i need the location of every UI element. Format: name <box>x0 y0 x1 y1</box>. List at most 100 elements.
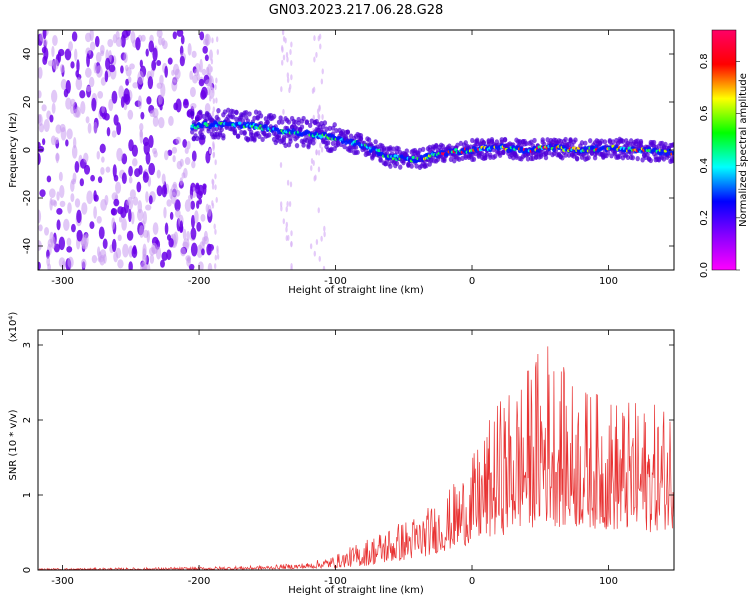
noise-speckle <box>194 68 199 77</box>
noise-speckle <box>180 35 185 45</box>
noise-speckle <box>146 262 151 270</box>
trace-halo <box>493 153 498 159</box>
colorbar-ticks: 0.0 0.2 0.4 0.6 0.8 <box>699 53 740 278</box>
band-speckle <box>211 110 215 117</box>
colorbar-label: Normalized spectral amplitude <box>738 73 749 227</box>
noise-speckle <box>73 108 80 118</box>
band-speckle <box>309 243 313 250</box>
band-speckle <box>282 218 285 225</box>
trace-halo <box>322 120 328 126</box>
noise-speckle <box>190 227 197 240</box>
noise-speckle <box>132 82 139 89</box>
noise-speckle <box>120 65 124 74</box>
trace-halo <box>486 139 491 145</box>
band-speckle <box>320 235 323 242</box>
band-speckle <box>287 234 290 241</box>
trace-halo <box>266 132 272 138</box>
noise-speckle <box>101 105 105 114</box>
trace-halo <box>190 129 195 135</box>
noise-speckle <box>108 98 114 112</box>
noise-speckle <box>100 167 105 175</box>
trace-halo <box>452 158 457 164</box>
trace-halo <box>635 156 640 162</box>
band-speckle <box>211 37 214 44</box>
noise-speckle <box>123 52 128 64</box>
noise-speckle <box>172 31 177 40</box>
trace-halo <box>525 156 531 162</box>
noise-speckle <box>145 48 149 57</box>
band-speckle <box>210 58 214 65</box>
band-speckle <box>213 223 216 230</box>
noise-speckle <box>149 110 156 118</box>
noise-speckle <box>145 191 149 203</box>
noise-speckle <box>145 152 151 165</box>
trace-halo <box>517 139 522 145</box>
noise-speckle <box>42 138 46 146</box>
noise-speckle <box>102 238 108 250</box>
noise-speckle <box>195 184 201 195</box>
trace-halo <box>383 161 388 167</box>
colorbar-tick-label: 0.4 <box>699 158 710 174</box>
trace-halo <box>235 133 241 139</box>
noise-speckle <box>58 171 63 182</box>
trace-core <box>671 150 674 156</box>
noise-speckle <box>75 70 79 78</box>
trace-halo <box>524 140 529 147</box>
noise-speckle <box>111 217 116 230</box>
noise-speckle <box>190 214 195 229</box>
noise-speckle <box>101 156 105 163</box>
band-speckle <box>321 113 324 120</box>
noise-speckle <box>80 101 86 115</box>
noise-speckle <box>171 146 178 154</box>
band-speckle <box>282 54 286 61</box>
trace-halo <box>563 136 568 143</box>
noise-speckle <box>129 189 136 200</box>
noise-speckle <box>74 48 78 61</box>
noise-speckle <box>103 112 110 121</box>
noise-speckle <box>38 113 43 127</box>
band-speckle <box>215 196 218 203</box>
noise-speckle <box>93 62 98 74</box>
noise-speckle <box>94 35 100 48</box>
spectrogram-ytick-label: -20 <box>22 190 33 206</box>
noise-speckle <box>153 150 158 158</box>
noise-speckle <box>122 243 129 258</box>
trace-halo <box>592 155 598 161</box>
noise-speckle <box>74 198 81 208</box>
noise-speckle <box>71 223 76 233</box>
band-speckle <box>210 83 213 90</box>
noise-speckle <box>148 195 153 205</box>
noise-speckle <box>42 30 47 40</box>
band-speckle <box>211 178 214 185</box>
noise-speckle <box>38 145 45 153</box>
noise-speckle <box>156 30 163 38</box>
noise-speckle <box>91 254 98 264</box>
band-speckle <box>216 48 220 55</box>
snr-xlabel: Height of straight line (km) <box>288 585 424 596</box>
noise-speckle <box>137 70 144 85</box>
band-speckle <box>290 74 293 81</box>
band-speckle <box>214 84 217 91</box>
noise-speckle <box>123 88 130 102</box>
noise-speckle <box>127 109 134 120</box>
noise-speckle <box>59 184 65 199</box>
trace-halo <box>355 149 360 155</box>
trace-halo <box>299 124 305 130</box>
noise-speckle <box>151 59 157 71</box>
band-speckle <box>310 165 313 172</box>
trace-halo <box>260 136 265 143</box>
noise-speckle <box>207 262 213 270</box>
trace-halo <box>547 149 552 156</box>
snr-xtick-label: 100 <box>599 576 618 587</box>
noise-speckle <box>202 38 209 46</box>
noise-speckle <box>43 119 50 132</box>
noise-speckle <box>192 74 198 84</box>
band-speckle <box>280 44 284 51</box>
trace-halo <box>348 133 354 139</box>
band-speckle <box>280 86 283 93</box>
noise-speckle <box>52 58 59 70</box>
trace-halo <box>388 163 393 169</box>
band-speckle <box>315 149 318 156</box>
noise-speckle <box>181 172 186 179</box>
noise-speckle <box>79 178 84 187</box>
